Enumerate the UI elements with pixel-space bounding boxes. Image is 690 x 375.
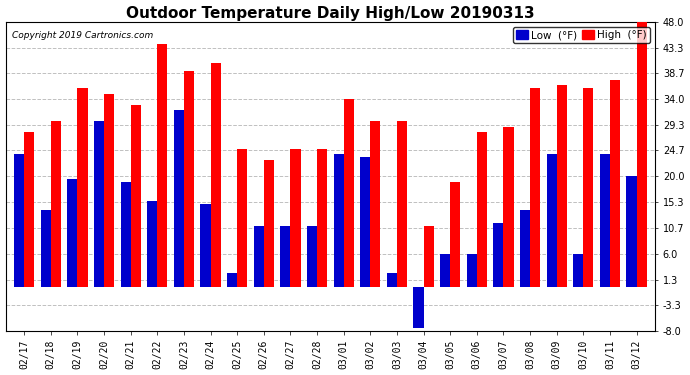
Bar [466,254,477,287]
Bar [493,224,504,287]
Bar [130,105,141,287]
Bar [371,121,380,287]
Bar [397,121,407,287]
Bar [504,127,513,287]
Bar [210,63,221,287]
Bar [184,71,194,287]
Bar [24,132,34,287]
Bar [307,226,317,287]
Bar [280,226,290,287]
Bar [557,85,566,287]
Bar [573,254,583,287]
Bar [290,149,301,287]
Bar [104,93,114,287]
Bar [520,210,530,287]
Bar [94,121,104,287]
Bar [637,22,647,287]
Bar [387,273,397,287]
Bar [360,157,371,287]
Bar [254,226,264,287]
Bar [174,110,184,287]
Legend: Low  (°F), High  (°F): Low (°F), High (°F) [513,27,650,43]
Bar [530,88,540,287]
Title: Outdoor Temperature Daily High/Low 20190313: Outdoor Temperature Daily High/Low 20190… [126,6,535,21]
Text: Copyright 2019 Cartronics.com: Copyright 2019 Cartronics.com [12,31,153,40]
Bar [546,154,557,287]
Bar [413,287,424,328]
Bar [14,154,24,287]
Bar [51,121,61,287]
Bar [610,80,620,287]
Bar [440,254,450,287]
Bar [600,154,610,287]
Bar [237,149,247,287]
Bar [200,204,210,287]
Bar [77,88,88,287]
Bar [344,99,354,287]
Bar [333,154,344,287]
Bar [41,210,51,287]
Bar [68,179,77,287]
Bar [227,273,237,287]
Bar [424,226,434,287]
Bar [147,201,157,287]
Bar [317,149,327,287]
Bar [121,182,130,287]
Bar [157,44,168,287]
Bar [477,132,487,287]
Bar [583,88,593,287]
Bar [450,182,460,287]
Bar [264,160,274,287]
Bar [627,176,637,287]
